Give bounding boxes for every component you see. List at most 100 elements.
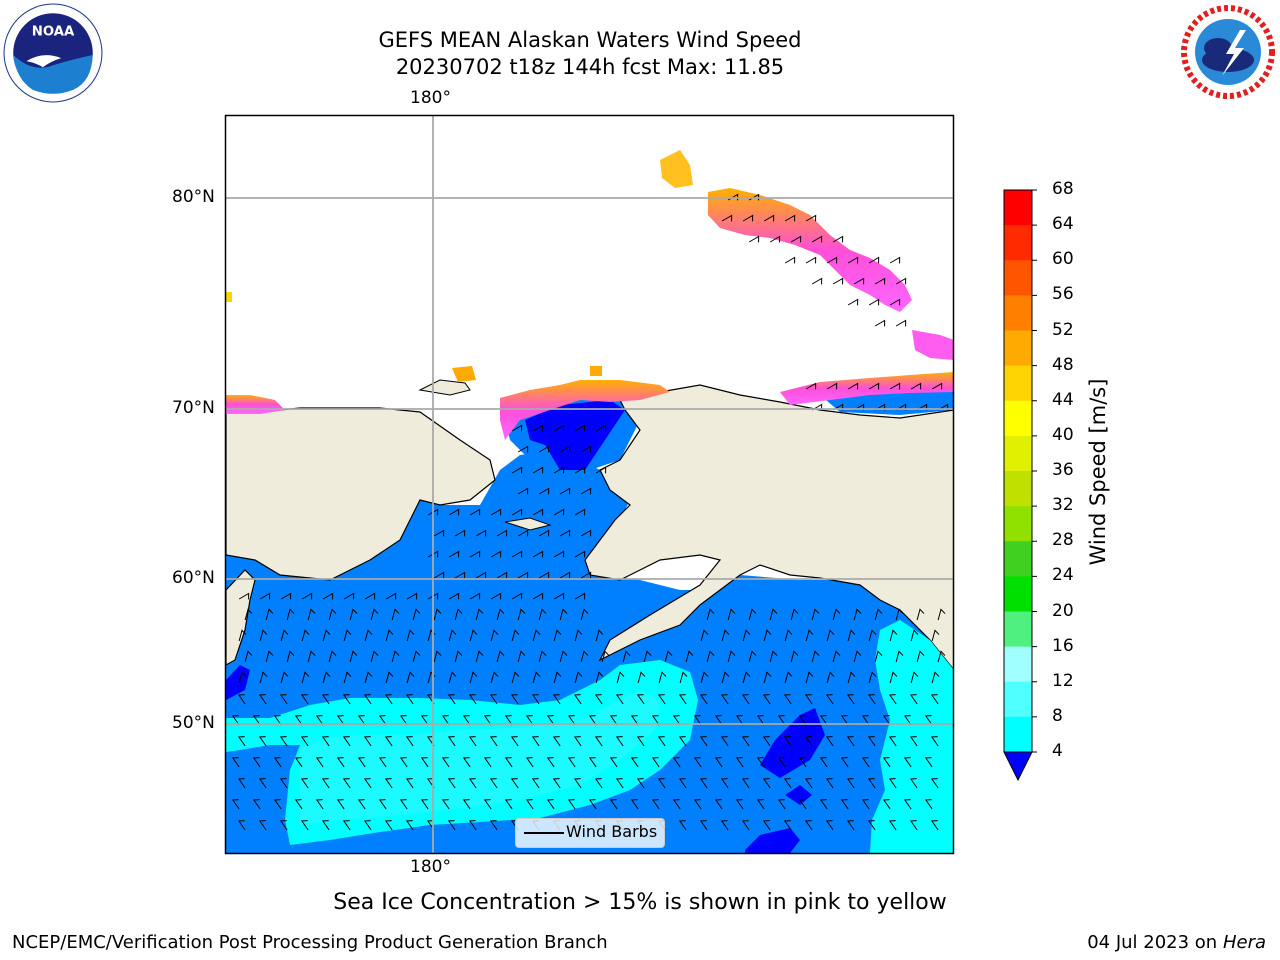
wind-barb: [783, 694, 792, 705]
wind-barb: [651, 715, 660, 726]
wind-barb: [300, 694, 309, 705]
wind-barb: [889, 256, 901, 264]
colorbar-segment: [1004, 260, 1032, 296]
wind-barb: [756, 757, 765, 768]
wind-barb: [636, 736, 645, 747]
wind-barb: [882, 757, 891, 768]
wind-barb: [805, 382, 817, 390]
wind-barb: [231, 799, 240, 810]
wind-barb: [328, 650, 337, 663]
wind-barb: [672, 757, 681, 768]
wind-barb: [616, 671, 625, 684]
wind-barb: [832, 277, 844, 285]
wind-barb: [483, 757, 492, 768]
wind-barb: [714, 715, 723, 726]
colorbar-tick-label: 56: [1052, 284, 1074, 305]
wind-barb: [462, 799, 471, 810]
wind-barb-legend-line: [524, 832, 564, 834]
wind-barb: [798, 757, 807, 768]
wind-barb: [868, 298, 880, 306]
wind-barb: [399, 799, 408, 810]
wind-barb: [280, 629, 289, 642]
wind-barb: [343, 629, 352, 642]
wind-barb: [553, 629, 562, 642]
wind-barb: [699, 736, 708, 747]
wind-barb: [511, 550, 523, 558]
wind-barb: [244, 608, 253, 621]
wind-barb: [433, 650, 442, 663]
wind-barb: [427, 592, 439, 600]
wind-barb: [475, 650, 484, 663]
wind-barb: [454, 650, 463, 663]
wind-barb: [553, 550, 565, 558]
wind-barb: [238, 592, 250, 600]
wind-barb: [742, 671, 751, 684]
wind-barb: [762, 820, 771, 831]
wind-barb: [784, 214, 796, 222]
wind-barb: [819, 715, 828, 726]
wind-barb: [538, 650, 547, 663]
wind-barb: [552, 694, 561, 705]
wind-barb: [426, 820, 435, 831]
wind-barb: [889, 671, 898, 684]
wind-barb: [504, 715, 513, 726]
wind-barb: [294, 715, 303, 726]
wind-barb: [391, 650, 400, 663]
wind-barb: [895, 319, 907, 327]
wind-barb: [364, 592, 376, 600]
wind-barb: [546, 799, 555, 810]
wind-barb: [741, 736, 750, 747]
wind-barb: [784, 256, 796, 264]
nws-logo: [1180, 4, 1276, 100]
wind-barb: [322, 592, 334, 600]
wind-barb: [594, 778, 603, 789]
map-title: GEFS MEAN Alaskan Waters Wind Speed: [378, 28, 802, 52]
wind-barb: [426, 736, 435, 747]
colorbar-tick-label: 28: [1052, 530, 1074, 551]
wind-barb: [742, 629, 751, 642]
wind-barb: [910, 382, 922, 390]
wind-barb: [720, 736, 729, 747]
map-plot-area: [226, 115, 954, 853]
wind-barb: [636, 694, 645, 705]
colorbar-segment: [1004, 190, 1032, 226]
wind-barb: [511, 466, 523, 474]
wind-barb: [826, 382, 838, 390]
wind-barb: [378, 799, 387, 810]
wind-barb: [657, 694, 666, 705]
colorbar-tick-label: 60: [1052, 249, 1074, 270]
wind-barb: [321, 820, 330, 831]
wind-barb: [931, 629, 940, 642]
wind-barb: [867, 820, 876, 831]
wind-barb: [679, 671, 688, 684]
wind-barb: [336, 799, 345, 810]
wind-barb: [342, 778, 351, 789]
wind-barb: [399, 715, 408, 726]
wind-barb: [538, 571, 550, 579]
wind-barb: [574, 508, 586, 516]
wind-barb: [867, 736, 876, 747]
wind-barb: [286, 608, 295, 621]
wind-barb: [448, 629, 457, 642]
wind-barb: [511, 671, 520, 684]
wind-barb: [874, 650, 883, 663]
wind-barb: [903, 715, 912, 726]
wind-barb: [427, 508, 439, 516]
wind-barb: [237, 736, 246, 747]
wind-barb: [804, 736, 813, 747]
wind-barb: [259, 671, 268, 684]
wind-barb: [630, 757, 639, 768]
wind-barb: [595, 671, 604, 684]
wind-barb: [706, 608, 715, 621]
wind-barb: [496, 571, 508, 579]
colorbar-tick-label: 40: [1052, 424, 1074, 445]
wind-barb: [916, 650, 925, 663]
wind-barb: [783, 736, 792, 747]
wind-barb: [531, 778, 540, 789]
wind-barb: [384, 778, 393, 789]
wind-barb: [454, 608, 463, 621]
wind-barb: [538, 608, 547, 621]
wind-barb: [741, 820, 750, 831]
wind-barb: [909, 694, 918, 705]
wind-barb: [532, 466, 544, 474]
